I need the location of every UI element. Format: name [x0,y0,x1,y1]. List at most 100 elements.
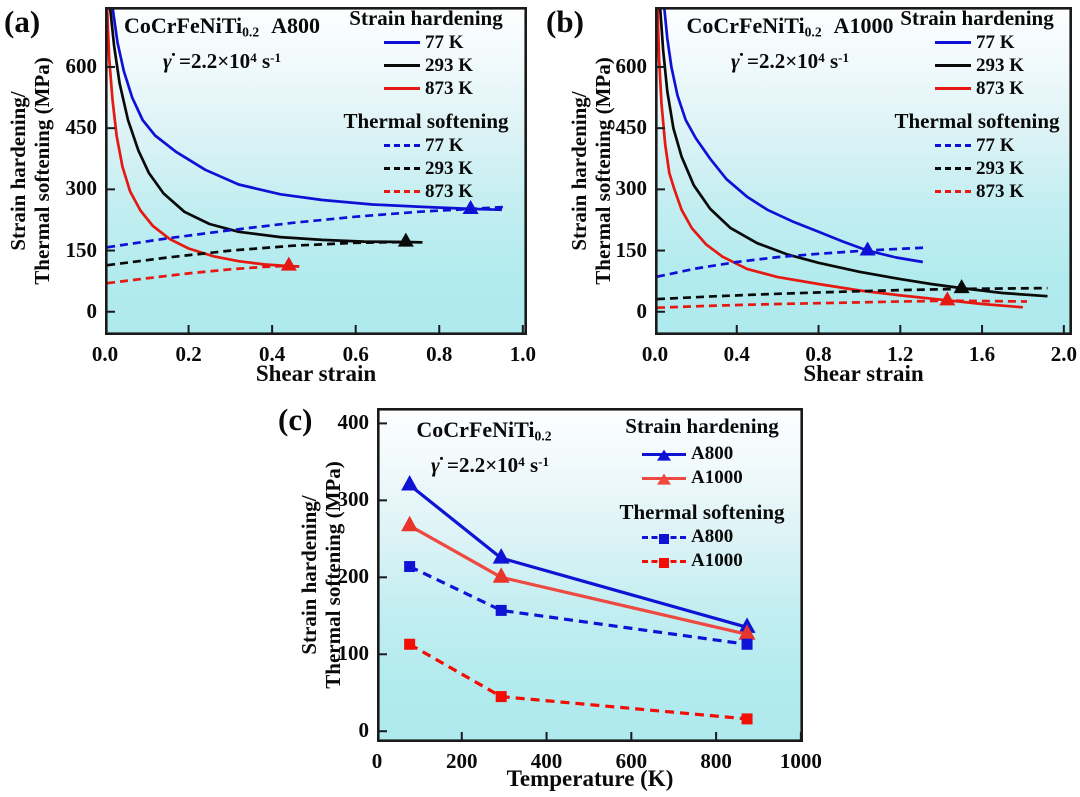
legend-group-title: Thermal softening [343,109,509,133]
x-tick-label: 0.8 [426,342,453,366]
legend-square-icon [659,557,669,568]
marker-triangle-strain-hardening-873K [939,291,956,306]
marker-triangle-strain-hardening-A1000 [401,515,419,532]
legend-line-sample [384,41,420,44]
legend-item-label: 873 K [976,77,1025,99]
legend-item-A1000: A1000 [642,466,792,490]
y-axis-title-line1: Strain hardening/ [6,91,30,251]
legend-item-label: 77 K [976,134,1015,156]
legend-a: Strain hardening 77 K 293 K 873 K Thermal so… [336,6,516,203]
marker-triangle-strain-hardening-293K [397,232,414,247]
y-tick-label: 450 [65,115,98,140]
legend-line-sample [642,533,686,544]
legend-line-sample [384,64,420,67]
x-tick-label: 0.2 [175,342,202,366]
y-tick-label: 100 [337,641,370,666]
legend-item-label: 293 K [425,54,474,76]
marker-square-thermal-softening-A800 [404,561,416,573]
x-tick-label: 0.4 [723,342,750,366]
legend-line-sample [642,557,686,568]
legend-line-sample [935,87,971,90]
y-tick-label: 300 [337,487,370,512]
chart-svg-c [377,408,803,742]
marker-triangle-strain-hardening-A1000 [492,567,510,583]
x-tick-label: 0.6 [342,342,369,366]
chart-title-c: CoCrFeNiTi0.2 γ̇ =2.2×104 s-1 [390,416,590,478]
plot-frame [105,7,527,335]
y-tick-label: 0 [86,298,98,323]
legend-item-label: 873 K [976,180,1025,202]
legend-line-sample [642,449,686,461]
x-axis-title-a: Shear strain [255,361,377,386]
legend-item-label: 293 K [976,157,1025,179]
x-tick-label: 800 [700,749,732,773]
legend-line-sample [384,144,420,147]
legend-group-title: Strain hardening [349,6,503,30]
legend-item-label: A1000 [691,550,743,571]
legend-item-77-K: 77 K [384,31,516,54]
legend-line-sample [642,473,686,485]
legend-item-label: 873 K [425,180,474,202]
legend-square-icon [659,533,669,544]
y-tick-label: 450 [615,115,648,140]
legend-item-label: A800 [691,526,734,547]
plot-area-c [377,408,803,742]
marker-square-thermal-softening-A1000 [495,691,507,703]
legend-item-label: 77 K [425,31,464,53]
marker-triangle-strain-hardening-A800 [401,474,419,491]
legend-line-sample [384,87,420,90]
legend-triangle-icon [657,473,671,485]
y-tick-label: 200 [337,564,370,589]
legend-item-label: 873 K [425,77,474,99]
x-tick-label: 1.0 [509,342,536,366]
chart-title-b: CoCrFeNiTi0.2 A1000 γ̇ =2.2×104 s-1 [673,12,907,74]
marker-triangle-strain-hardening-77K [462,199,479,214]
alloy-name: CoCrFeNiTi0.2 [416,417,552,444]
plot-frame [655,7,1072,335]
strain-rate: γ̇ =2.2×104 s-1 [163,49,281,74]
marker-square-thermal-softening-A800 [495,604,507,616]
series-thermal-softening-A800 [408,565,748,646]
marker-square-thermal-softening-A1000 [404,638,416,650]
y-tick-label: 600 [615,53,648,78]
legend-line-sample [935,64,971,67]
legend-line-sample [384,167,420,170]
legend-item-873-K: 873 K [384,77,516,100]
series-thermal-softening-A1000 [408,642,748,721]
legend-item-label: 77 K [976,31,1015,53]
marker-triangle-strain-hardening-A1000 [738,624,756,640]
plot-area-b [655,7,1072,335]
strain-rate: γ̇ =2.2×104 s-1 [731,49,849,74]
x-tick-label: 400 [530,749,563,773]
series-strain-hardening-293K [108,7,423,244]
series-strain-hardening-873K [105,7,300,268]
x-tick-label: 0.8 [805,342,832,366]
x-tick-label: 2.0 [1050,342,1077,366]
x-tick-label: 200 [446,749,478,773]
legend-item-293-K: 293 K [935,157,1067,180]
y-tick-label: 0 [636,298,648,323]
x-tick-label: 1.2 [887,342,914,366]
alloy-name: CoCrFeNiTi0.2 A800 [123,13,321,40]
panel-a: (a) Strain hardening/ Thermal softening … [0,0,545,400]
legend-group-title: Strain hardening [900,6,1054,30]
x-axis-title-c: Temperature (K) [506,766,674,791]
panel-c: (c) Strain hardening/ Thermal softening … [270,398,870,797]
panel-a-label: (a) [4,4,41,39]
legend-item-293-K: 293 K [384,54,516,77]
legend-item-label: 293 K [425,157,474,179]
legend-item-873-K: 873 K [384,180,516,203]
plot-frame [377,408,803,742]
marker-triangle-strain-hardening-A800 [492,548,510,564]
y-tick-label: 300 [615,176,648,201]
series-strain-hardening-77K [662,7,924,264]
y-tick-label: 300 [65,176,98,201]
series-thermal-softening-77K [656,246,925,279]
panel-c-label: (c) [278,402,313,437]
y-tick-label: 0 [358,718,370,743]
legend-line-sample [384,190,420,193]
legend-line-sample [935,41,971,44]
x-tick-label: 0.0 [91,342,119,366]
chart-svg-b [655,7,1072,335]
panel-b: (b) Strain hardening/ Thermal softening … [545,0,1080,400]
